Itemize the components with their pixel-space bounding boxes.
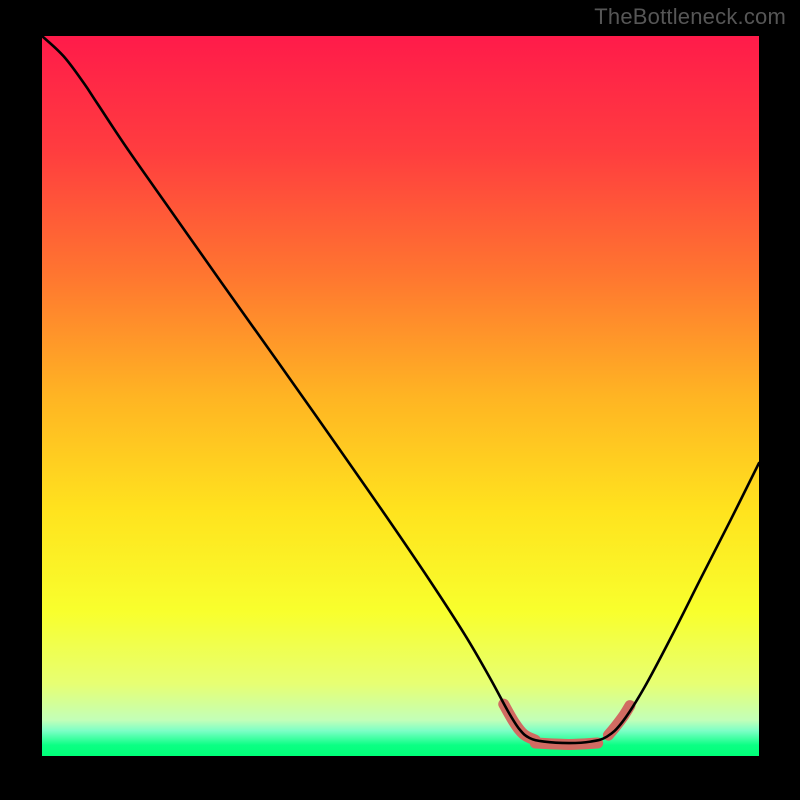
gradient-background <box>42 36 759 756</box>
attribution-text: TheBottleneck.com <box>594 4 786 30</box>
chart-stage: TheBottleneck.com <box>0 0 800 800</box>
bottleneck-chart <box>0 0 800 800</box>
plot-area <box>42 36 759 756</box>
